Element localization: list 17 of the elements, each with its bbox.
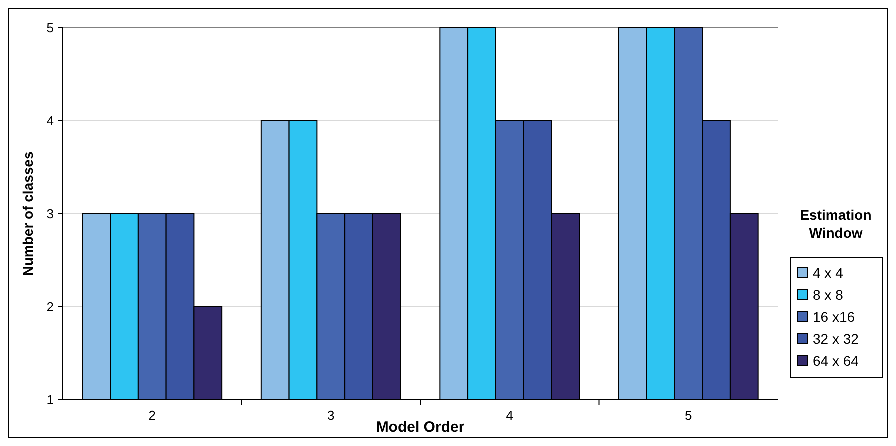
x-tick-label: 4	[506, 408, 514, 423]
legend-label: 32 x 32	[813, 330, 860, 347]
legend-label: 64 x 64	[813, 352, 860, 369]
y-axis-title: Number of classes	[20, 152, 36, 276]
y-tick-label: 5	[46, 20, 54, 36]
legend-label: 16 x16	[813, 308, 856, 325]
x-tick-label: 5	[685, 408, 692, 423]
y-tick-label: 2	[46, 300, 54, 315]
legend-title: Estimation Window	[800, 207, 872, 241]
legend-label: 4 x 4	[813, 264, 844, 281]
y-tick-label: 4	[46, 114, 54, 129]
y-tick-label: 3	[46, 206, 54, 222]
legend-label: 8 x 8	[813, 286, 844, 303]
x-axis-title: Model Order	[376, 419, 465, 436]
x-tick-label: 2	[148, 408, 156, 423]
x-tick-label: 3	[328, 408, 335, 423]
y-tick-label: 1	[46, 392, 54, 408]
